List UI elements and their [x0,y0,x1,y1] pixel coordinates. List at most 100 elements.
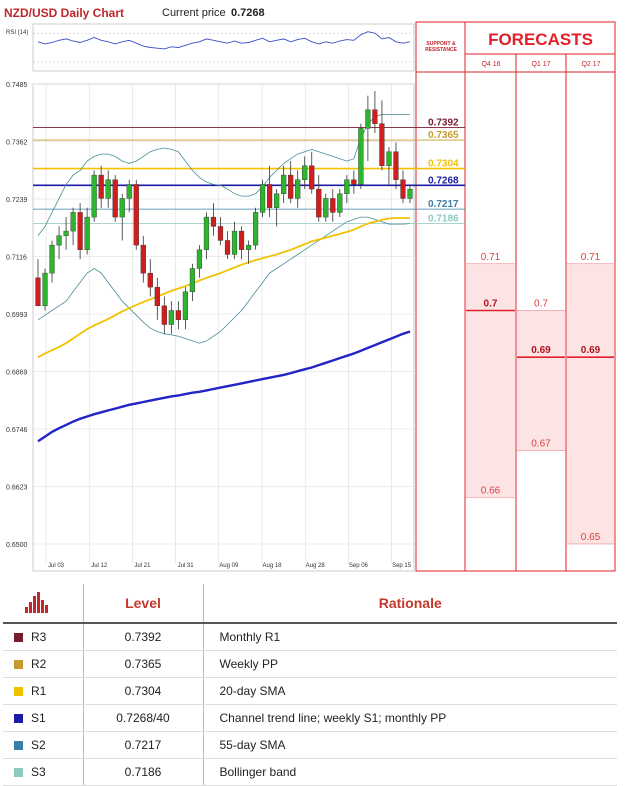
candle-body [84,216,90,250]
candle-body [182,291,188,321]
forecast-range [567,263,614,544]
s3-swatch [14,768,23,778]
row-rationale: 55-day SMA [203,731,617,759]
x-tick-label: Aug 28 [306,563,326,569]
table-row: R3 0.7392 Monthly R1 [3,623,617,651]
row-rationale: Weekly PP [203,650,617,678]
y-tick-label: 0.6993 [6,312,28,319]
candle-body [372,109,378,124]
candle-body [161,305,167,325]
table-row: S1 0.7268/40 Channel trend line; weekly … [3,704,617,732]
rationale-header: Rationale [203,584,617,624]
row-value: 0.7304 [83,677,204,705]
candle-body [63,230,69,236]
forecast-range [466,263,515,498]
candle-body [358,128,364,185]
candle-body [386,151,392,166]
row-rationale: Monthly R1 [203,623,617,651]
candle-body [35,277,41,307]
row-name: S2 [31,738,46,752]
candle-body [281,174,287,194]
chart-title: NZD/USD Daily Chart [4,6,125,20]
candle-body [126,184,132,199]
levels-table: Level Rationale R3 0.7392 Monthly R1 R2 … [3,584,617,786]
y-tick-label: 0.7485 [6,82,28,89]
candle-body [49,244,55,274]
y-tick-label: 0.6500 [6,542,28,549]
level-label-r1: 0.7304 [428,159,459,170]
forecasts-title: FORECASTS [488,30,593,49]
row-name: S1 [31,711,46,725]
candle-body [56,235,62,246]
forecast-label: 0.7 [534,298,548,309]
level-label-s1: 0.7268 [428,175,459,186]
candle-body [252,212,259,246]
forecast-col-q2-17: Q2 17 [581,61,601,68]
candle-body [112,179,118,218]
candle-body [147,272,153,288]
candle-body [302,165,308,180]
table-row: S2 0.7217 55-day SMA [3,731,617,759]
candle-body [274,193,280,208]
candle-body [323,198,329,218]
row-value: 0.7186 [83,758,204,786]
candle-body [224,240,231,255]
candle-body [231,230,238,255]
nzdusd-chart: 0.7392 0.7365 0.7304 0.7268 0.7217 0.7186 0.7… [6,21,616,572]
candle-body [260,184,266,213]
forecast-col-q4-16: Q4 16 [481,61,501,68]
y-tick-label: 0.7239 [6,197,28,204]
candle-body [379,123,385,166]
level-header: Level [83,584,204,624]
row-value: 0.7365 [83,650,204,678]
forecast-col-q1-17: Q1 17 [531,61,551,68]
row-name: R3 [31,630,47,644]
y-tick-label: 0.7116 [6,255,27,262]
candle-body [330,198,336,213]
x-tick-label: Jul 31 [178,563,195,569]
candle-body [309,165,315,190]
candle-body [217,226,224,241]
table-row: S3 0.7186 Bollinger band [3,758,617,786]
x-tick-label: Sep 06 [349,563,369,569]
x-tick-label: Aug 09 [219,563,239,569]
candle-body [140,244,146,274]
forecast-label: 0.69 [581,345,601,356]
r3-swatch [14,633,23,643]
forecast-label: 0.67 [531,439,551,450]
level-label-s3: 0.7186 [428,214,459,225]
row-rationale: Channel trend line; weekly S1; monthly P… [203,704,617,732]
candle-body [98,174,104,199]
row-name: S3 [31,765,46,779]
candle-body [168,310,174,325]
s1-swatch [14,714,23,724]
candle-body [119,198,125,218]
table-row: R1 0.7304 20-day SMA [3,677,617,705]
candle-body [337,193,343,213]
forecast-range [517,310,565,451]
bar-chart-icon-svg [25,591,48,613]
current-price-label: Current price [162,7,226,19]
candle-body [316,188,322,218]
row-name: R1 [31,684,47,698]
candle-body [91,174,97,218]
candle-body [133,184,139,246]
x-tick-label: Jul 12 [91,563,108,569]
forecast-label: 0.71 [481,252,501,263]
levels-table-header: Level Rationale [3,584,617,624]
candle-body [267,184,273,208]
current-price-value: 0.7268 [231,7,265,19]
bollinger-upper-line [37,114,410,237]
row-name: R2 [31,657,47,671]
x-tick-label: Aug 18 [262,563,282,569]
y-tick-label: 0.6746 [6,427,28,434]
row-rationale: 20-day SMA [203,677,617,705]
candle-body [196,249,203,269]
candle-body [210,216,217,227]
candle-body [189,268,196,293]
r2-swatch [14,660,23,670]
x-tick-label: Sep 15 [392,563,412,569]
table-row: R2 0.7365 Weekly PP [3,650,617,678]
support-resistance-title: SUPPORT & RESISTANCE [425,41,457,53]
candle-body [105,179,111,199]
